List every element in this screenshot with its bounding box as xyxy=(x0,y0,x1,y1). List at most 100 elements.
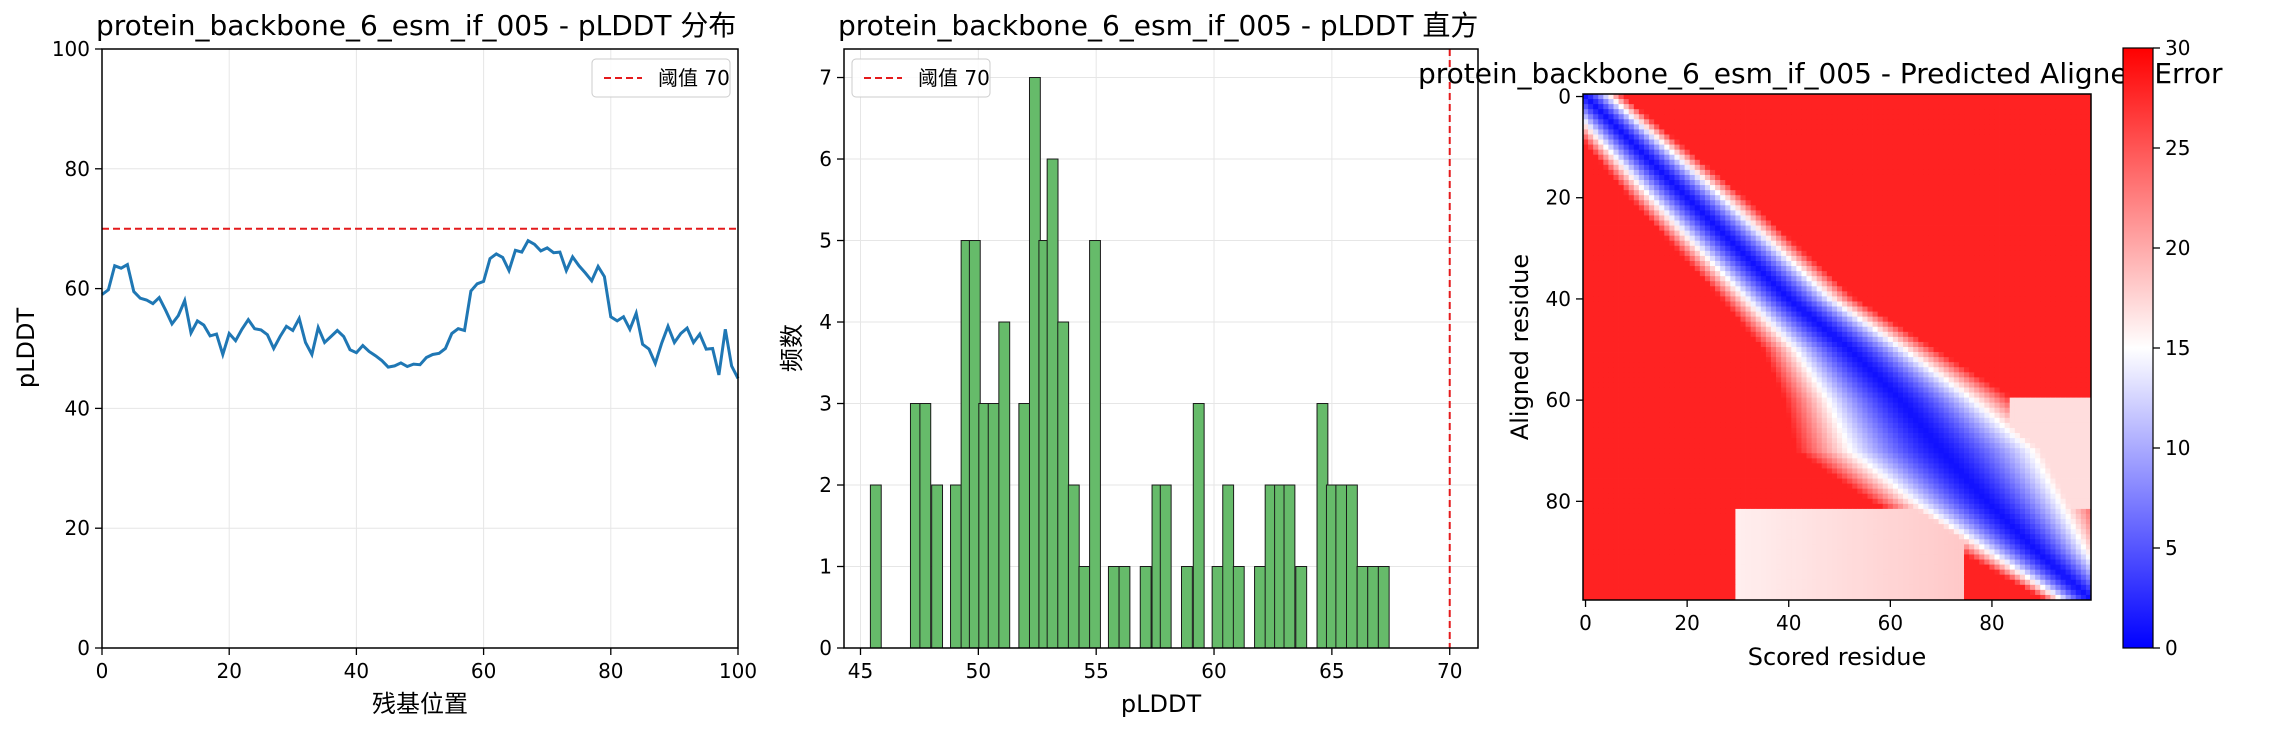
heatmap-cell xyxy=(1679,154,1685,161)
heatmap-cell xyxy=(1831,336,1838,343)
heatmap-cell xyxy=(1994,240,2000,247)
heatmap-cell xyxy=(1867,134,1873,140)
heatmap-cell xyxy=(1786,230,1792,237)
heatmap-cell xyxy=(1938,255,1945,262)
heatmap-cell xyxy=(1943,271,1950,277)
heatmap-cell xyxy=(1837,271,1843,277)
heatmap-cell xyxy=(1821,139,1828,145)
heatmap-cell xyxy=(1918,94,1924,100)
heatmap-cell xyxy=(1811,104,1818,110)
heatmap-cell xyxy=(1786,225,1792,232)
heatmap-cell xyxy=(1628,124,1635,130)
heatmap-cell xyxy=(1969,230,1975,237)
heatmap-cell xyxy=(2019,235,2026,242)
heatmap-cell xyxy=(1776,215,1782,221)
heatmap-cell xyxy=(1725,306,1731,312)
heatmap-cell xyxy=(2085,260,2092,267)
heatmap-cell xyxy=(2045,129,2051,135)
heatmap-cell xyxy=(1669,245,1675,252)
heatmap-cell xyxy=(2045,210,2051,216)
heatmap-cell xyxy=(2040,159,2046,166)
heatmap-cell xyxy=(1994,316,2000,323)
heatmap-cell xyxy=(1892,316,1899,323)
heatmap-cell xyxy=(1694,109,1701,115)
heatmap-cell xyxy=(1684,99,1691,105)
heatmap-cell xyxy=(1638,321,1645,328)
heatmap-cell xyxy=(2009,296,2016,302)
heatmap-cell xyxy=(1897,331,1904,338)
heatmap-cell xyxy=(1953,326,1960,333)
heatmap-cell xyxy=(1948,149,1955,156)
heatmap-cell xyxy=(2014,164,2021,171)
heatmap-cell xyxy=(1781,215,1787,221)
heatmap-cell xyxy=(2019,169,2026,176)
heatmap-cell xyxy=(1974,99,1980,105)
heatmap-cell xyxy=(2030,215,2036,221)
heatmap-cell xyxy=(2040,104,2046,110)
heatmap-cell xyxy=(1730,169,1736,176)
heatmap-cell xyxy=(1760,266,1767,272)
heatmap-cell xyxy=(2070,291,2077,297)
heatmap-cell xyxy=(2045,215,2051,221)
heatmap-cell xyxy=(1740,266,1746,272)
heatmap-cell xyxy=(1618,195,1625,201)
heatmap-cell xyxy=(1943,250,1950,257)
heatmap-cell xyxy=(1593,210,1599,216)
heatmap-cell xyxy=(1933,149,1939,156)
heatmap-cell xyxy=(1623,245,1630,252)
heatmap-cell xyxy=(1735,311,1741,318)
heatmap-cell xyxy=(1679,104,1685,110)
heatmap-cell xyxy=(1928,225,1934,232)
heatmap-cell xyxy=(1588,119,1594,125)
heatmap-cell xyxy=(1755,291,1762,297)
heatmap-cell xyxy=(1613,286,1619,292)
heatmap-cell xyxy=(1958,180,1965,186)
heatmap-cell xyxy=(1755,271,1762,277)
heatmap-cell xyxy=(1689,124,1696,130)
heatmap-cell xyxy=(1628,271,1635,277)
heatmap-cell xyxy=(2030,255,2036,262)
heatmap-cell xyxy=(1887,205,1894,211)
heatmap-cell xyxy=(1689,94,1696,100)
heatmap-cell xyxy=(1735,220,1741,226)
heatmap-cell xyxy=(1725,139,1731,145)
heatmap-cell xyxy=(1770,94,1777,100)
heatmap-cell xyxy=(1984,296,1990,302)
heatmap-cell xyxy=(1837,104,1843,110)
heatmap-cell xyxy=(1786,321,1792,328)
heatmap-cell xyxy=(1770,230,1777,237)
heatmap-cell xyxy=(1811,119,1818,125)
heatmap-cell xyxy=(1953,286,1960,292)
heatmap-cell xyxy=(1872,109,1879,115)
heatmap-cell xyxy=(2055,260,2061,267)
heatmap-cell xyxy=(2004,266,2011,272)
heatmap-cell xyxy=(1643,255,1650,262)
heatmap-cell xyxy=(1964,230,1970,237)
heatmap-cell xyxy=(1735,225,1741,232)
heatmap-cell xyxy=(2065,119,2072,125)
heatmap-cell xyxy=(1943,164,1950,171)
heatmap-cell xyxy=(1659,114,1665,120)
heatmap-cell xyxy=(2055,331,2061,338)
heatmap-cell xyxy=(1857,124,1863,130)
heatmap-cell xyxy=(1664,149,1670,156)
heatmap-cell xyxy=(2009,316,2016,323)
heatmap-cell xyxy=(1603,306,1609,312)
heatmap-cell xyxy=(2070,306,2077,312)
heatmap-cell xyxy=(2070,164,2077,171)
heatmap-cell xyxy=(1974,185,1980,191)
heatmap-cell xyxy=(1776,195,1782,201)
heatmap-cell xyxy=(1679,286,1685,292)
heatmap-cell xyxy=(1710,301,1716,307)
heatmap-cell xyxy=(1633,169,1640,176)
heatmap-cell xyxy=(1877,260,1884,267)
heatmap-cell xyxy=(1842,154,1848,161)
heatmap-cell xyxy=(1593,306,1599,312)
heatmap-cell xyxy=(2070,215,2077,221)
heatmap-cell xyxy=(1943,104,1950,110)
heatmap-cell xyxy=(2030,240,2036,247)
heatmap-cell xyxy=(1953,154,1960,161)
heatmap-cell xyxy=(2070,124,2077,130)
heatmap-cell xyxy=(1689,149,1696,156)
heatmap-cell xyxy=(1603,195,1609,201)
